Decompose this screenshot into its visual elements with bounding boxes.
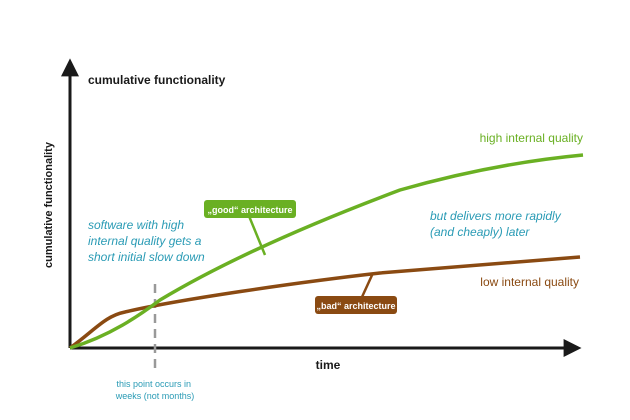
high-quality-label: high internal quality xyxy=(480,131,583,145)
bad-callout-box xyxy=(315,296,397,314)
good-callout-box xyxy=(204,200,296,218)
slowdown-note: software with high internal quality gets… xyxy=(88,218,205,264)
rapid-note-line: but delivers more rapidly xyxy=(430,209,562,223)
bad-callout-text: „bad“ architecture xyxy=(316,301,395,311)
y-axis-title: cumulative functionality xyxy=(88,73,226,87)
high-quality-curve xyxy=(69,153,584,350)
good-callout-leader xyxy=(247,215,267,256)
low-quality-curve xyxy=(68,255,581,350)
x-axis-label: time xyxy=(316,358,341,372)
slowdown-note-line: software with high xyxy=(88,218,184,232)
y-axis-label: cumulative functionality xyxy=(43,141,55,268)
rapid-note-line: (and cheaply) later xyxy=(430,225,530,239)
bad-callout-leader xyxy=(360,272,375,298)
rapid-note: but delivers more rapidly (and cheaply) … xyxy=(430,209,564,239)
slowdown-note-line: internal quality gets a xyxy=(88,234,202,248)
crossover-note-line: this point occurs in xyxy=(116,379,191,389)
good-callout-text: „good“ architecture xyxy=(207,205,292,215)
crossover-note: this point occurs in weeks (not months) xyxy=(115,379,195,401)
low-quality-label: low internal quality xyxy=(480,275,579,289)
slowdown-note-line: short initial slow down xyxy=(88,250,205,264)
crossover-note-line: weeks (not months) xyxy=(115,391,195,401)
